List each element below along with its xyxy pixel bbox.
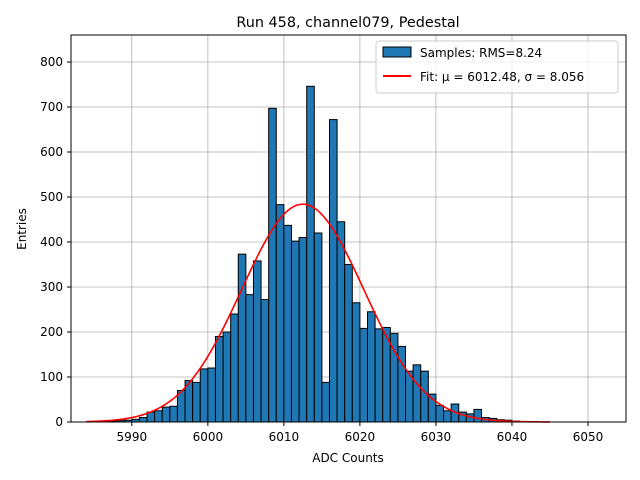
- histogram-bar: [306, 85, 315, 423]
- histogram-bar: [328, 119, 338, 423]
- legend-samples-swatch: [382, 46, 412, 58]
- x-tick-label: 6040: [497, 430, 528, 444]
- histogram-bar: [222, 331, 232, 423]
- histogram-bar: [435, 404, 445, 423]
- x-axis-ticks: 5990 6000 6010 6020 6030 6040 6050: [117, 422, 604, 444]
- histogram-bar: [154, 410, 163, 423]
- y-tick-label: 700: [40, 100, 63, 114]
- histogram-bar: [359, 327, 369, 423]
- histogram-bar: [161, 406, 171, 423]
- histogram-bar: [237, 253, 247, 423]
- y-tick-label: 100: [40, 370, 63, 384]
- histogram-bar: [192, 381, 201, 423]
- histogram-bar: [245, 294, 254, 423]
- histogram-bar: [260, 299, 270, 423]
- histogram-bar: [169, 405, 178, 423]
- histogram-bar: [252, 260, 262, 423]
- x-tick-label: 5990: [117, 430, 148, 444]
- histogram-bar: [367, 311, 376, 423]
- plot-frame: [70, 34, 627, 423]
- x-tick-label: 6000: [193, 430, 224, 444]
- y-axis-label: Entries: [15, 208, 29, 250]
- histogram-bar: [374, 328, 384, 423]
- histogram-bar: [298, 237, 308, 423]
- gaussian-fit: [86, 203, 550, 423]
- y-tick-label: 800: [40, 55, 63, 69]
- y-tick-label: 300: [40, 280, 63, 294]
- histogram-bar: [283, 224, 292, 423]
- histogram-bar: [351, 302, 361, 423]
- y-tick-label: 500: [40, 190, 63, 204]
- histogram-bar: [321, 381, 330, 423]
- histogram-bar: [230, 313, 239, 423]
- histogram-bar: [473, 408, 483, 423]
- histogram-bar: [336, 221, 346, 423]
- histogram-bar: [420, 370, 429, 423]
- histogram-bar: [214, 336, 224, 423]
- histogram-bar: [443, 410, 452, 423]
- y-tick-label: 400: [40, 235, 63, 249]
- legend-fit-label: Fit: μ = 6012.48, σ = 8.056: [420, 70, 584, 84]
- legend-box: [375, 40, 619, 94]
- x-tick-label: 6050: [573, 430, 604, 444]
- legend-samples-label: Samples: RMS=8.24: [420, 46, 542, 60]
- fit-curve: [86, 203, 550, 423]
- chart-title: Run 458, channel079, Pedestal: [236, 15, 459, 31]
- histogram-bar: [344, 264, 353, 423]
- x-tick-label: 6010: [269, 430, 300, 444]
- y-tick-label: 200: [40, 325, 63, 339]
- histogram-bar: [199, 368, 209, 423]
- x-axis-label: ADC Counts: [312, 451, 384, 465]
- histogram-bar: [290, 240, 300, 423]
- histogram-bar: [313, 232, 323, 423]
- y-tick-label: 600: [40, 145, 63, 159]
- histogram-bar: [207, 367, 216, 423]
- x-tick-label: 6030: [421, 430, 452, 444]
- histogram-bar: [268, 107, 277, 423]
- y-tick-label: 0: [55, 415, 63, 429]
- x-tick-label: 6020: [345, 430, 376, 444]
- histogram-bar: [412, 364, 422, 423]
- histogram-bar: [176, 390, 186, 423]
- histogram-bars: [100, 85, 528, 423]
- legend: Samples: RMS=8.24 Fit: μ = 6012.48, σ = …: [375, 40, 619, 94]
- histogram-bar: [275, 204, 285, 423]
- y-axis-ticks: 0 100 200 300 400 500 600 700 800: [40, 55, 71, 429]
- histogram-bar: [138, 417, 148, 423]
